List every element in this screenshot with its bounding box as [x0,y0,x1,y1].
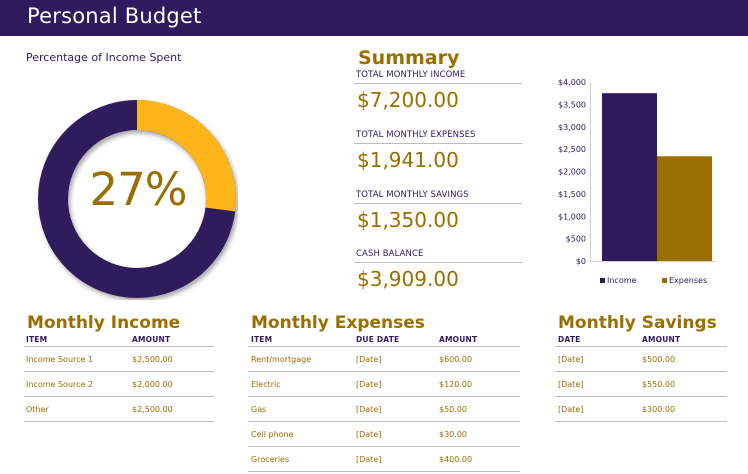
table-header-row: ITEM DUE DATE AMOUNT [248,333,520,347]
bar-expenses [657,156,712,261]
table-cell: [Date] [356,380,382,389]
table-row: [Date] $500.00 [555,347,727,372]
column-header: AMOUNT [439,335,478,344]
table-row: [Date] $300.00 [555,397,727,422]
y-tick-label: $0 [576,257,586,266]
y-tick-label: $2,000 [558,168,586,177]
title-bar: Personal Budget [0,0,748,36]
table-cell: [Date] [356,455,382,464]
legend-label: Income [607,276,637,285]
summary-value: $3,909.00 [357,267,459,291]
gauge-value: 27% [89,163,187,216]
table-header-row: ITEM AMOUNT [24,333,214,347]
table-cell: $120.00 [439,380,473,389]
donut-spent-arc [136,100,236,212]
table-cell: Gas [251,405,267,414]
expenses-section-title: Monthly Expenses [251,313,425,333]
table-row: [Date] $550.00 [555,372,727,397]
column-header: ITEM [251,335,273,344]
divider [354,83,522,84]
savings-section-title: Monthly Savings [558,313,717,333]
table-row: Other $2,500.00 [24,397,214,422]
y-tick-label: $4,000 [558,78,586,87]
table-cell: [Date] [558,380,584,389]
expenses-table: ITEM DUE DATE AMOUNT Rent/mortgage [Date] $60… [248,333,520,472]
income-spent-donut [38,100,236,298]
bar-income [602,93,657,261]
table-cell: Rent/mortgage [251,355,312,364]
page-title: Personal Budget [27,4,202,28]
summary-label: TOTAL MONTHLY EXPENSES [356,130,476,140]
table-cell: $550.00 [642,380,676,389]
table-row: Gas [Date] $50.00 [248,397,520,422]
table-cell: [Date] [356,355,382,364]
legend-label: Expenses [669,276,707,285]
table-header-row: DATE AMOUNT [555,333,727,347]
table-cell: Groceries [251,455,290,464]
table-cell: [Date] [356,430,382,439]
table-cell: $2,500.00 [132,355,173,364]
table-cell: $500.00 [642,355,676,364]
table-cell: $50.00 [439,405,467,414]
savings-table: DATE AMOUNT [Date] $500.00 [Date] $550.00 [Dat… [555,333,727,422]
table-cell: $300.00 [642,405,676,414]
y-tick-label: $1,000 [558,212,586,221]
table-cell: Cell phone [251,430,294,439]
column-header: AMOUNT [132,335,171,344]
y-tick-label: $3,500 [558,100,586,109]
table-cell: Income Source 2 [26,380,94,389]
income-expenses-bar-chart: $0 $500 $1,000 $1,500 $2,000 $2,500 $3,000 $3,5… [558,78,716,285]
y-tick-label: $1,500 [558,190,586,199]
column-header: AMOUNT [642,335,681,344]
summary-label: CASH BALANCE [356,249,424,259]
summary-item-expenses: TOTAL MONTHLY EXPENSES $1,941.00 [354,130,522,172]
column-header: ITEM [26,335,48,344]
table-cell: $2,000.00 [132,380,173,389]
summary-value: $7,200.00 [357,88,459,112]
legend-swatch-income [600,278,605,283]
table-cell: [Date] [558,405,584,414]
divider [354,143,522,144]
summary-item-cash-balance: CASH BALANCE $3,909.00 [354,249,522,291]
summary-value: $1,941.00 [357,148,459,172]
table-cell: [Date] [356,405,382,414]
table-row: Income Source 2 $2,000.00 [24,372,214,397]
summary-label: TOTAL MONTHLY INCOME [356,70,466,80]
table-cell: $600.00 [439,355,473,364]
table-row: Cell phone [Date] $30.00 [248,422,520,447]
legend-swatch-expenses [662,278,667,283]
table-cell: $2,500.00 [132,405,173,414]
divider [354,203,522,204]
table-cell: Income Source 1 [26,355,94,364]
table-cell: Other [26,405,49,414]
summary-label: TOTAL MONTHLY SAVINGS [356,190,469,200]
y-tick-label: $3,000 [558,123,586,132]
gauge-label: Percentage of Income Spent [26,51,182,64]
table-row: Income Source 1 $2,500.00 [24,347,214,372]
column-header: DATE [558,335,581,344]
income-section-title: Monthly Income [27,313,181,333]
income-table: ITEM AMOUNT Income Source 1 $2,500.00 Income… [24,333,214,422]
y-tick-label: $2,500 [558,145,586,154]
summary-item-income: TOTAL MONTHLY INCOME $7,200.00 [354,70,522,112]
table-cell: Electric [251,380,281,389]
summary-title: Summary [358,47,460,69]
column-header: DUE DATE [356,335,400,344]
table-cell: [Date] [558,355,584,364]
summary-value: $1,350.00 [357,208,459,232]
summary-item-savings: TOTAL MONTHLY SAVINGS $1,350.00 [354,190,522,232]
table-row: Electric [Date] $120.00 [248,372,520,397]
table-row: Groceries [Date] $400.00 [248,447,520,472]
table-cell: $400.00 [439,455,473,464]
y-tick-label: $500 [566,235,586,244]
divider [354,262,522,263]
table-row: Rent/mortgage [Date] $600.00 [248,347,520,372]
table-cell: $30.00 [439,430,467,439]
